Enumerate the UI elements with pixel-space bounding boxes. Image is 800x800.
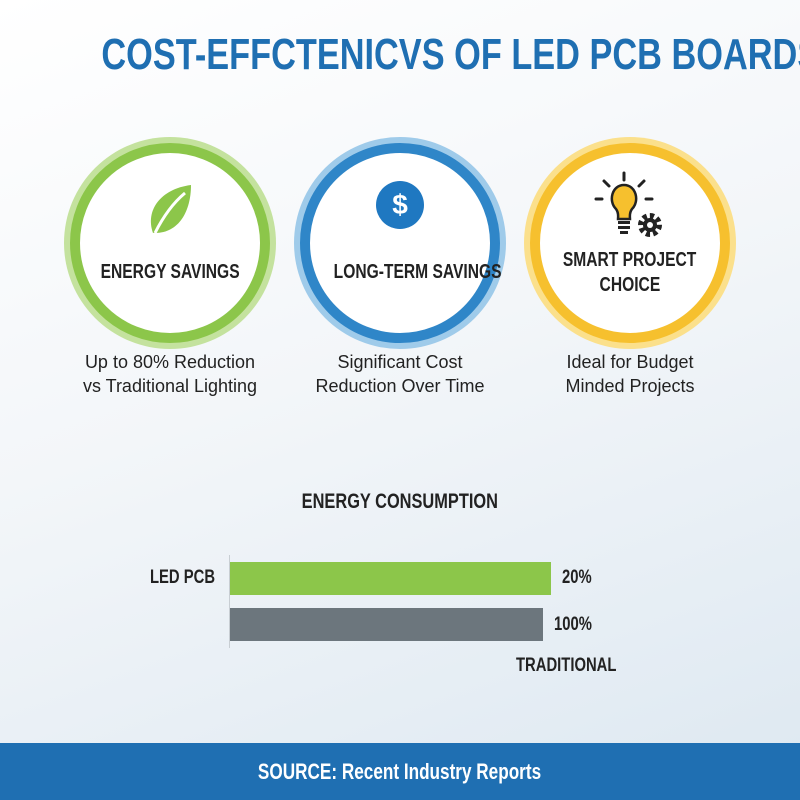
energy-savings-desc: Up to 80% Reduction vs Traditional Lighti… [82, 352, 258, 396]
long-term-savings-card: $ LONG-TERM SAVINGS [300, 143, 502, 343]
value-label-traditional: 100% [554, 614, 592, 635]
smart-project-card: SMART PROJECT CHOICE [530, 143, 730, 343]
card-label: LONG-TERM SAVINGS [333, 261, 502, 283]
long-term-savings-desc: Significant Cost Reduction Over Time [315, 352, 485, 396]
chart-title: ENERGY CONSUMPTION [301, 490, 499, 513]
bar-led-pcb [230, 562, 551, 595]
chart-axis [229, 555, 230, 648]
dollar-icon: $ [376, 181, 424, 229]
leaf-icon [150, 185, 191, 234]
value-label-led-pcb: 20% [562, 567, 592, 588]
card-label: ENERGY SAVINGS [100, 261, 240, 283]
svg-text:$: $ [392, 189, 408, 220]
smart-project-desc: Ideal for Budget Minded Projects [565, 352, 695, 396]
card-label: SMART PROJECT CHOICE [563, 249, 697, 296]
source-footer: SOURCE: Recent Industry Reports [0, 743, 800, 800]
category-label-traditional: TRADITIONAL [516, 655, 617, 676]
page-title: COST-EFFCTENICVS OF LED PCB BOARDS [101, 30, 800, 79]
category-label-led-pcb: LED PCB [150, 567, 216, 588]
bar-traditional [230, 608, 543, 641]
energy-savings-card: ENERGY SAVINGS [70, 143, 270, 343]
lightbulb-gear-icon [594, 171, 662, 237]
